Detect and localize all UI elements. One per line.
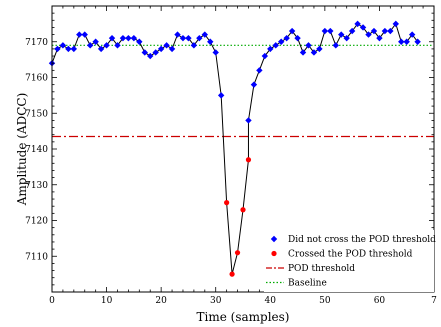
y-axis-title: Amplitude (ADCC) bbox=[15, 93, 29, 207]
point-not-crossed bbox=[174, 31, 181, 38]
point-not-crossed bbox=[332, 42, 339, 49]
point-not-crossed bbox=[267, 45, 274, 53]
y-tick-label: 7110 bbox=[25, 252, 48, 262]
point-not-crossed bbox=[168, 45, 176, 53]
x-axis-title: Time (samples) bbox=[197, 310, 290, 324]
y-tick-label: 7150 bbox=[25, 109, 48, 119]
point-not-crossed bbox=[370, 27, 378, 35]
point-not-crossed bbox=[201, 31, 208, 38]
x-tick-label: 30 bbox=[210, 296, 222, 306]
point-not-crossed bbox=[212, 49, 219, 56]
point-not-crossed bbox=[414, 38, 421, 45]
x-tick-label: 10 bbox=[101, 296, 113, 306]
point-not-crossed bbox=[163, 42, 170, 49]
y-tick-label: 7120 bbox=[25, 217, 48, 227]
point-not-crossed bbox=[125, 34, 132, 42]
point-not-crossed bbox=[59, 42, 67, 49]
point-not-crossed bbox=[136, 38, 143, 45]
point-not-crossed bbox=[81, 31, 88, 38]
point-not-crossed bbox=[108, 34, 116, 42]
x-tick-label: 0 bbox=[49, 296, 55, 306]
point-not-crossed bbox=[147, 52, 154, 60]
point-not-crossed bbox=[157, 45, 165, 53]
point-not-crossed bbox=[190, 42, 198, 49]
point-not-crossed bbox=[92, 38, 99, 45]
point-not-crossed bbox=[376, 34, 383, 42]
point-not-crossed bbox=[70, 45, 78, 53]
y-tick-label: 7140 bbox=[25, 145, 48, 155]
point-not-crossed bbox=[354, 20, 361, 28]
point-not-crossed bbox=[381, 27, 389, 35]
point-not-crossed bbox=[97, 45, 105, 53]
point-not-crossed bbox=[141, 49, 148, 56]
point-not-crossed bbox=[196, 34, 203, 42]
x-tick-label: 40 bbox=[265, 296, 277, 306]
point-not-crossed bbox=[87, 42, 94, 49]
point-not-crossed bbox=[278, 38, 285, 45]
point-not-crossed bbox=[261, 52, 269, 60]
point-not-crossed bbox=[256, 67, 263, 74]
legend-label: Baseline bbox=[288, 279, 327, 289]
point-not-crossed bbox=[130, 34, 138, 42]
y-tick-label: 7170 bbox=[25, 38, 48, 48]
point-crossed bbox=[229, 271, 235, 277]
legend-symbol-crossed bbox=[271, 250, 277, 257]
point-not-crossed bbox=[408, 31, 416, 38]
point-not-crossed bbox=[392, 20, 399, 28]
point-not-crossed bbox=[294, 34, 301, 42]
point-not-crossed bbox=[54, 45, 61, 53]
legend-label: Crossed the POD threshold bbox=[288, 250, 413, 260]
point-not-crossed bbox=[403, 38, 410, 45]
point-not-crossed bbox=[359, 24, 367, 31]
point-not-crossed bbox=[207, 38, 214, 45]
point-crossed bbox=[240, 207, 246, 213]
point-not-crossed bbox=[76, 31, 83, 38]
point-not-crossed bbox=[316, 45, 323, 53]
legend-label: POD threshold bbox=[288, 264, 355, 274]
x-tick-label: 50 bbox=[319, 296, 331, 306]
point-not-crossed bbox=[338, 31, 345, 38]
x-tick-label: 20 bbox=[155, 296, 167, 306]
y-tick-label: 7130 bbox=[25, 181, 48, 191]
point-not-crossed bbox=[398, 38, 405, 45]
point-not-crossed bbox=[217, 92, 225, 99]
x-tick-label: 60 bbox=[374, 296, 386, 306]
point-not-crossed bbox=[288, 27, 296, 35]
point-not-crossed bbox=[179, 34, 187, 42]
point-not-crossed bbox=[327, 27, 334, 35]
point-not-crossed bbox=[119, 34, 127, 42]
legend: Did not cross the POD threshold Crossed t… bbox=[264, 230, 436, 292]
point-not-crossed bbox=[343, 34, 350, 42]
point-not-crossed bbox=[185, 34, 192, 42]
point-crossed bbox=[245, 157, 252, 163]
point-not-crossed bbox=[348, 27, 356, 35]
point-not-crossed bbox=[387, 27, 394, 35]
point-not-crossed bbox=[365, 31, 372, 38]
point-crossed bbox=[224, 200, 230, 206]
point-not-crossed bbox=[103, 42, 110, 49]
point-not-crossed bbox=[321, 27, 329, 35]
point-not-crossed bbox=[250, 81, 258, 88]
point-crossed bbox=[234, 250, 241, 256]
point-not-crossed bbox=[152, 49, 159, 56]
legend-label: Did not cross the POD threshold bbox=[288, 235, 436, 245]
legend-symbol-not-crossed bbox=[270, 235, 278, 243]
point-not-crossed bbox=[305, 42, 312, 49]
point-not-crossed bbox=[272, 42, 279, 49]
plot-area bbox=[48, 20, 434, 277]
point-not-crossed bbox=[65, 45, 72, 53]
point-not-crossed bbox=[245, 117, 252, 124]
legend-box bbox=[264, 230, 434, 292]
x-tick-label: 7 bbox=[431, 296, 437, 306]
point-not-crossed bbox=[299, 49, 307, 56]
y-tick-label: 7160 bbox=[25, 74, 48, 84]
point-not-crossed bbox=[310, 49, 318, 56]
point-not-crossed bbox=[283, 34, 290, 42]
point-not-crossed bbox=[114, 42, 121, 49]
